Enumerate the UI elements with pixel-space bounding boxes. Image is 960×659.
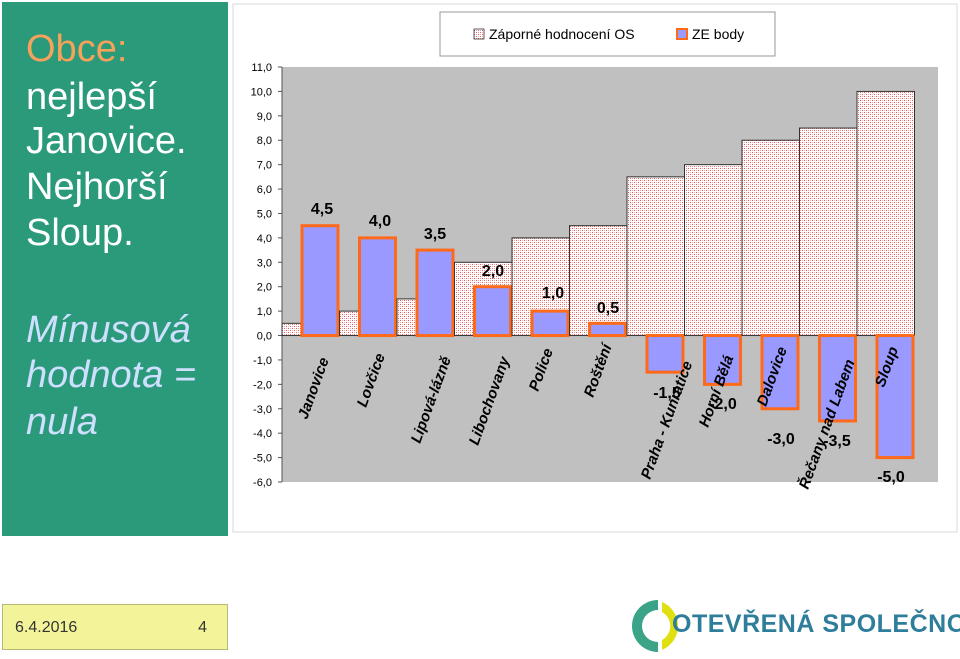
- data-label: -5,0: [877, 469, 905, 486]
- legend-swatch-ze-body: [676, 28, 688, 40]
- bar-ze-body: [415, 248, 455, 338]
- sidebar-line-nejhorsi: Nejhorší: [26, 166, 168, 208]
- y-tick-label: 1,0: [257, 306, 272, 318]
- bar-zaporne-hodnoceni: [799, 127, 858, 337]
- sidebar-line-nula: nula: [26, 401, 98, 443]
- legend-label-ze-body: ZE body: [692, 26, 744, 42]
- data-label: -2,0: [709, 396, 737, 413]
- legend-label-zaporne: Záporné hodnocení OS: [489, 26, 635, 42]
- y-tick-label: -6,0: [253, 477, 272, 489]
- data-label: 4,0: [369, 213, 391, 230]
- chart: 11,0 10,0 9,0 8,0 7,0 6,0 5,0 4,0 3,0 2,0 1,0 0,0 -1…: [232, 3, 958, 533]
- bar-zaporne-hodnoceni: [569, 225, 628, 337]
- data-label: 2,0: [482, 263, 504, 280]
- data-label: 4,5: [311, 201, 333, 218]
- y-tick-label: -2,0: [253, 379, 272, 391]
- sidebar-line-sloup: Sloup.: [26, 212, 134, 254]
- y-tick-label: 2,0: [257, 282, 272, 294]
- bar-zaporne-hodnoceni: [856, 90, 915, 337]
- y-tick-label: 4,0: [257, 233, 272, 245]
- y-tick-label: 0,0: [257, 331, 272, 343]
- page-number: 4: [198, 619, 207, 636]
- bar-ze-body: [300, 224, 340, 338]
- legend-box: [439, 11, 776, 57]
- sidebar-panel: Obce: nejlepší Janovice. Nejhorší Sloup.…: [2, 2, 228, 536]
- data-label: -1,5: [653, 385, 681, 402]
- y-tick-label: 3,0: [257, 257, 272, 269]
- data-label: -3,5: [823, 433, 851, 450]
- bar-ze-body: [473, 285, 512, 338]
- bar-ze-body: [588, 321, 627, 338]
- sidebar-line-minusova: Mínusová: [26, 309, 191, 351]
- bar-zaporne-hodnoceni: [626, 176, 685, 337]
- y-tick-label: -3,0: [253, 404, 272, 416]
- y-tick-label: 11,0: [251, 62, 272, 74]
- data-label: -3,0: [767, 431, 795, 448]
- y-tick-label: -4,0: [253, 428, 272, 440]
- logo-text: OTEVŘENÁ SPOLEČNOST: [672, 610, 960, 638]
- y-tick-label: 6,0: [257, 184, 272, 196]
- data-label: 0,5: [597, 300, 619, 317]
- legend-swatch-zaporne: [473, 28, 485, 40]
- sidebar-line-hodnota: hodnota =: [26, 354, 197, 396]
- bar-zaporne-hodnoceni: [741, 139, 800, 337]
- bar-ze-body: [530, 309, 570, 338]
- sidebar-line-janovice: Janovice.: [26, 120, 187, 162]
- data-label: 1,0: [542, 285, 564, 302]
- sidebar-line-obce: Obce:: [26, 28, 128, 70]
- logo-mark-icon: [632, 600, 678, 652]
- y-tick-label: -5,0: [253, 453, 272, 465]
- bar-ze-body: [703, 334, 742, 386]
- bar-ze-body: [875, 334, 915, 460]
- otevrena-spolecnost-logo: OTEVŘENÁ SPOLEČNOST: [622, 594, 960, 658]
- bar-ze-body: [645, 334, 685, 374]
- data-label: 3,5: [424, 226, 446, 243]
- y-tick-label: 5,0: [257, 208, 272, 220]
- chart-frame: 11,0 10,0 9,0 8,0 7,0 6,0 5,0 4,0 3,0 2,0 1,0 0,0 -1…: [230, 0, 960, 536]
- y-tick-label: 10,0: [251, 86, 272, 98]
- y-tick-label: 8,0: [257, 135, 272, 147]
- bar-zaporne-hodnoceni: [684, 164, 743, 337]
- bar-ze-body: [760, 334, 800, 411]
- bar-ze-body: [358, 236, 397, 338]
- y-tick-label: -1,0: [253, 355, 272, 367]
- footer-date: 6.4.2016: [15, 619, 78, 636]
- y-tick-label: 7,0: [257, 160, 272, 172]
- y-tick-label: 9,0: [257, 111, 272, 123]
- footer-bar: 6.4.2016 4: [2, 604, 228, 650]
- sidebar-line-nejlepsi: nejlepší: [26, 76, 157, 118]
- bar-ze-body: [818, 334, 857, 423]
